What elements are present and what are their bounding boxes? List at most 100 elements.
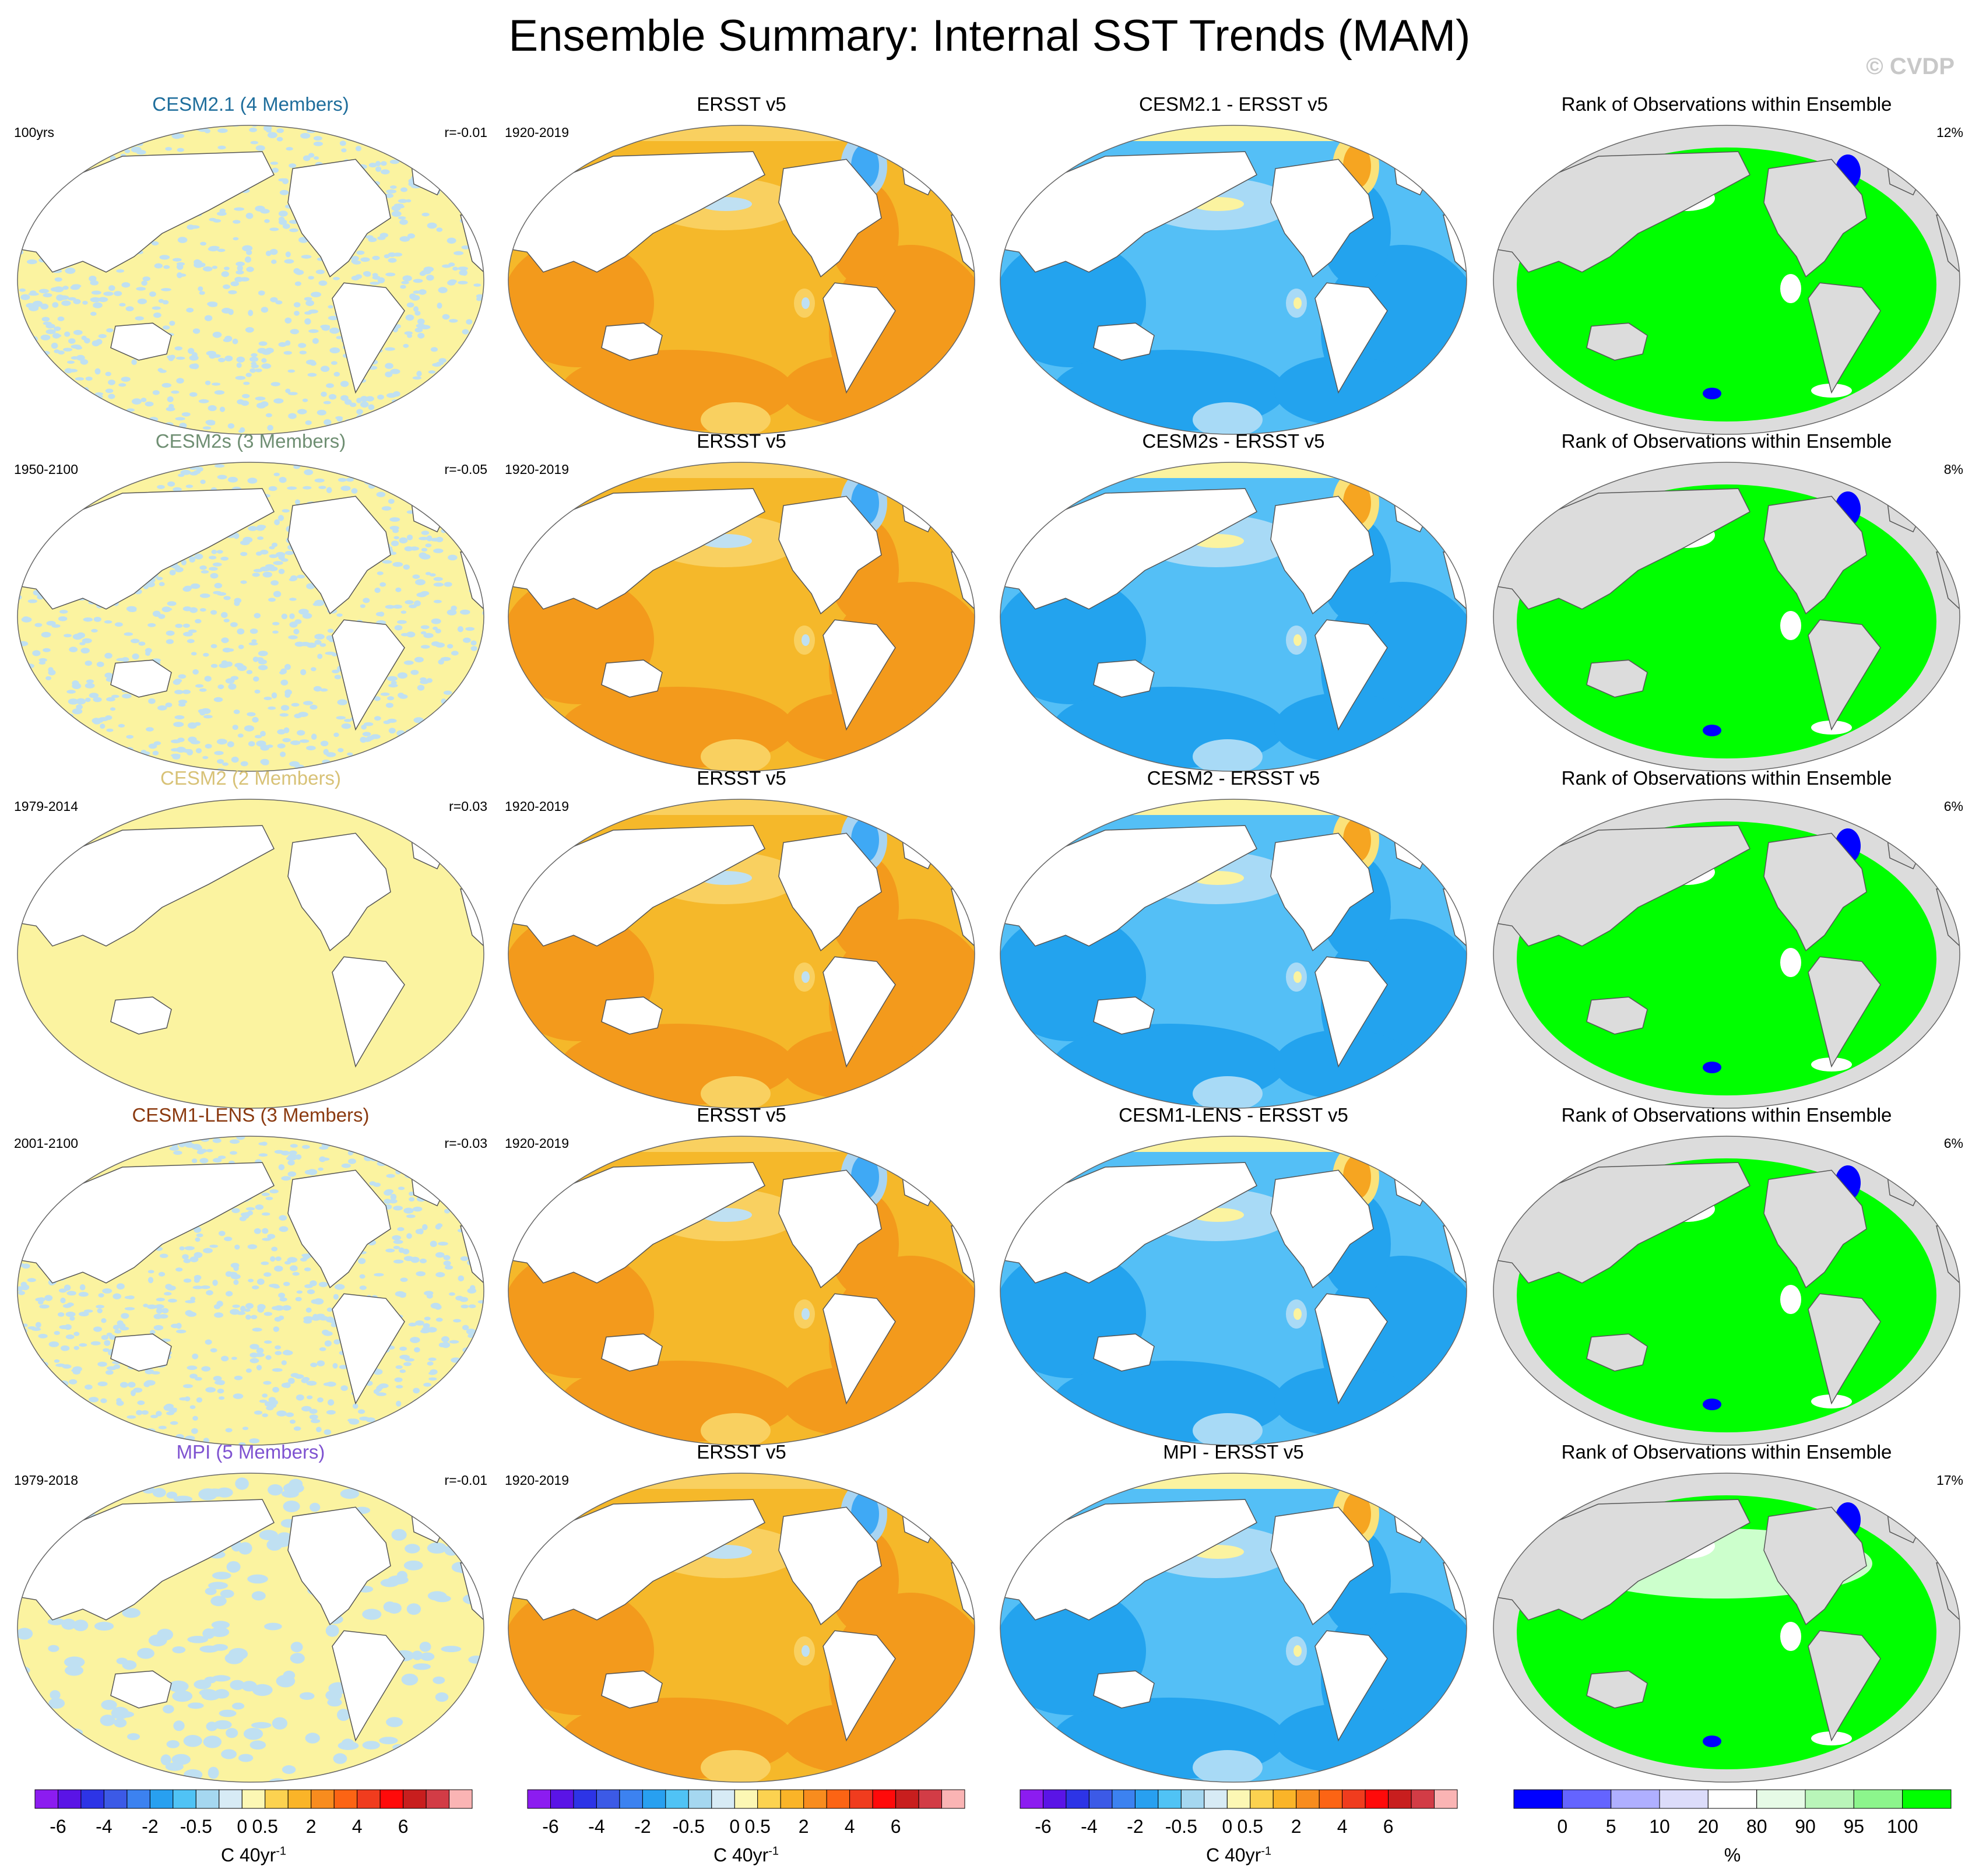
map-border xyxy=(1493,1136,1960,1446)
map-border xyxy=(1493,799,1960,1109)
rank-map xyxy=(1493,1473,1960,1783)
colorbar-tick-label: 4 xyxy=(1337,1816,1348,1837)
colorbar-bin xyxy=(895,1789,919,1809)
map-border xyxy=(1000,1473,1467,1783)
land-australia xyxy=(1093,322,1155,361)
colorbar-bin xyxy=(734,1789,758,1809)
model-panel: CESM2s (3 Members) 1950-2100 r=-0.05 xyxy=(12,430,490,772)
colorbar-bin xyxy=(287,1789,312,1809)
continents xyxy=(508,146,975,394)
colorbar-units: C 40yr-1 xyxy=(713,1845,779,1866)
colorbar-tick-label: 0.5 xyxy=(744,1816,770,1837)
map-border xyxy=(1000,799,1467,1109)
land-south-america xyxy=(1808,619,1881,731)
map-border xyxy=(508,799,975,1109)
colorbar-tick-label: 2 xyxy=(306,1816,317,1837)
land-north-america xyxy=(1270,496,1374,614)
land-eurasia xyxy=(508,488,765,610)
colorbar-bin xyxy=(780,1789,804,1809)
diff-panel: CESM2.1 - ERSST v5 xyxy=(994,93,1472,435)
land-north-america xyxy=(1763,1169,1867,1288)
colorbar-tick-label: 2 xyxy=(799,1816,809,1837)
map-border xyxy=(1000,462,1467,772)
colorbar-tick-label: -0.5 xyxy=(1165,1816,1197,1837)
colorbar-bin xyxy=(1043,1789,1067,1809)
land-australia xyxy=(601,322,663,361)
land-eurasia xyxy=(1493,1162,1750,1284)
land-australia xyxy=(1093,659,1155,698)
land-eurasia xyxy=(17,1499,275,1621)
colorbar-bin xyxy=(573,1789,597,1809)
obs-map xyxy=(508,462,975,772)
land-south-america xyxy=(1314,1630,1388,1742)
colorbar-tick-label: 10 xyxy=(1649,1816,1670,1837)
panel-title: CESM1-LENS - ERSST v5 xyxy=(1119,1104,1348,1126)
land-south-america xyxy=(332,282,405,394)
land-north-america xyxy=(287,1169,391,1288)
colorbar-bin xyxy=(688,1789,712,1809)
colorbar-bin xyxy=(449,1789,473,1809)
colorbar-tick-label: -6 xyxy=(50,1816,66,1837)
colorbar-bin xyxy=(1134,1789,1159,1809)
colorbar-bin xyxy=(527,1789,551,1809)
colorbar-bin xyxy=(918,1789,943,1809)
land-south-america xyxy=(1314,282,1388,394)
colorbar-bin xyxy=(103,1789,128,1809)
land-north-america xyxy=(778,1169,882,1288)
land-australia xyxy=(110,996,172,1035)
land-south-america xyxy=(332,956,405,1068)
land-north-america xyxy=(778,159,882,277)
colorbar-bin xyxy=(1250,1789,1274,1809)
colorbar-bin xyxy=(311,1789,335,1809)
stat-label: 6% xyxy=(1943,799,1963,814)
colorbar-bin xyxy=(803,1789,827,1809)
colorbar-bin xyxy=(642,1789,666,1809)
colorbar-units: % xyxy=(1724,1845,1741,1866)
land-south-america xyxy=(822,282,896,394)
colorbar-tick-label: 4 xyxy=(352,1816,363,1837)
colorbar-tick-label: 4 xyxy=(845,1816,855,1837)
map-border xyxy=(17,1473,484,1783)
colorbar-tick-label: 100 xyxy=(1887,1816,1918,1837)
colorbar-bin xyxy=(665,1789,689,1809)
colorbar-tick-label: -2 xyxy=(142,1816,158,1837)
stat-label: r=-0.01 xyxy=(444,1473,487,1488)
land-eurasia xyxy=(1000,825,1257,947)
obs-panel: ERSST v5 1920-2019 xyxy=(502,767,980,1109)
diff-panel: MPI - ERSST v5 xyxy=(994,1441,1472,1783)
map-border xyxy=(1000,1136,1467,1446)
colorbar-bin xyxy=(1902,1789,1952,1809)
obs-map xyxy=(508,1473,975,1783)
colorbar-bin xyxy=(58,1789,82,1809)
colorbar-bin xyxy=(619,1789,643,1809)
colorbar-bin xyxy=(1853,1789,1903,1809)
colorbar-bin xyxy=(1020,1789,1043,1809)
land-eurasia xyxy=(1493,825,1750,947)
colorbar-tick-label: -4 xyxy=(96,1816,112,1837)
colorbar-units: C 40yr-1 xyxy=(1205,1845,1272,1866)
land-australia xyxy=(110,1333,172,1372)
land-eurasia xyxy=(508,1162,765,1284)
land-south-america xyxy=(822,1630,896,1742)
colorbar-bin xyxy=(1365,1789,1389,1809)
colorbar-bin xyxy=(1342,1789,1366,1809)
colorbar-bin xyxy=(872,1789,897,1809)
colorbar-bin xyxy=(1756,1789,1806,1809)
model-map xyxy=(17,1473,484,1783)
colorbar-tick-label: 0 xyxy=(729,1816,740,1837)
land-north-america xyxy=(1763,1506,1867,1625)
panel-title: CESM2 (2 Members) xyxy=(160,767,341,789)
colorbar-bin xyxy=(1513,1789,1563,1809)
map-border xyxy=(1493,125,1960,435)
continents xyxy=(17,146,484,394)
land-north-america xyxy=(287,832,391,951)
diff-map xyxy=(1000,462,1467,772)
colorbar-bin xyxy=(1112,1789,1136,1809)
colorbar-tick-label: -6 xyxy=(542,1816,558,1837)
colorbar-bin xyxy=(1273,1789,1297,1809)
land-north-america xyxy=(1270,1169,1374,1288)
land-north-america xyxy=(1270,832,1374,951)
land-north-america xyxy=(287,159,391,277)
colorbar-bin xyxy=(1158,1789,1182,1809)
stat-label: 8% xyxy=(1943,462,1963,477)
